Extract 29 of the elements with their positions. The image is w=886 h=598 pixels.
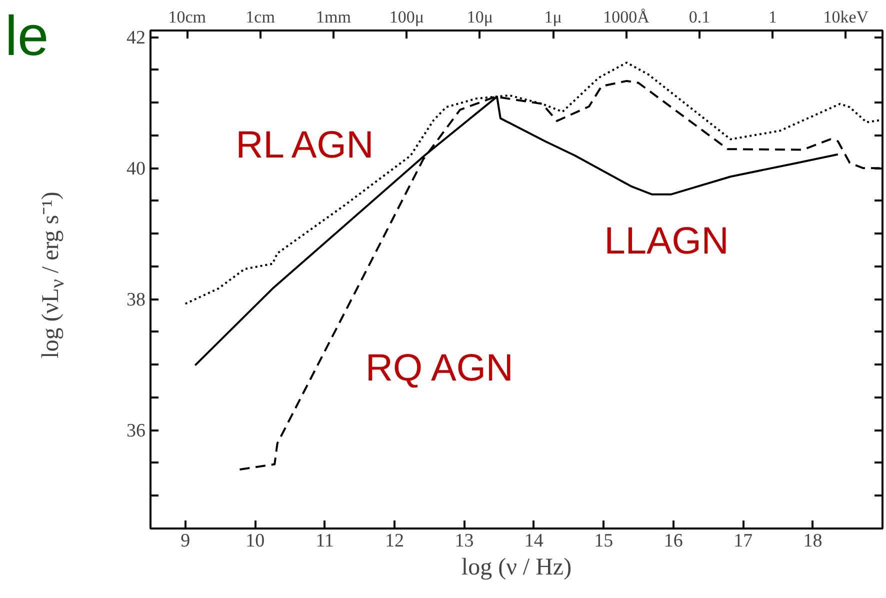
annotation: RQ AGN xyxy=(366,348,514,390)
x-tick-label: 14 xyxy=(524,530,544,552)
x-tick-label: 15 xyxy=(594,530,614,552)
annotation: RL AGN xyxy=(236,124,374,166)
text: 1μ xyxy=(544,8,562,26)
x-tick-label: 13 xyxy=(454,530,474,552)
y-tick-label: 40 xyxy=(126,158,146,180)
text: 1000Å xyxy=(603,8,650,26)
x-axis-title: log (ν / Hz) xyxy=(461,554,572,580)
text: 100μ xyxy=(389,8,424,26)
text: le xyxy=(5,4,49,67)
x-tick-label: 10 xyxy=(246,530,265,552)
x-tick-label: 17 xyxy=(734,530,753,552)
x-tick-label: 9 xyxy=(180,530,190,552)
annotation: LLAGN xyxy=(604,220,729,262)
x-tick-label: 11 xyxy=(316,530,334,552)
text: 0.1 xyxy=(688,8,710,26)
y-tick-label: 42 xyxy=(126,28,146,49)
y-tick-label: 36 xyxy=(126,420,146,442)
text: 1 xyxy=(768,8,777,26)
x-tick-label: 16 xyxy=(664,530,683,552)
text: 10keV xyxy=(823,8,870,26)
x-tick-label: 18 xyxy=(803,530,822,552)
x-tick-label: 12 xyxy=(385,530,404,552)
y-tick-label: 38 xyxy=(126,290,146,311)
text: 10cm xyxy=(168,8,206,26)
text: 1mm xyxy=(316,8,351,26)
text: 1cm xyxy=(246,8,275,26)
text: 10μ xyxy=(466,8,493,26)
